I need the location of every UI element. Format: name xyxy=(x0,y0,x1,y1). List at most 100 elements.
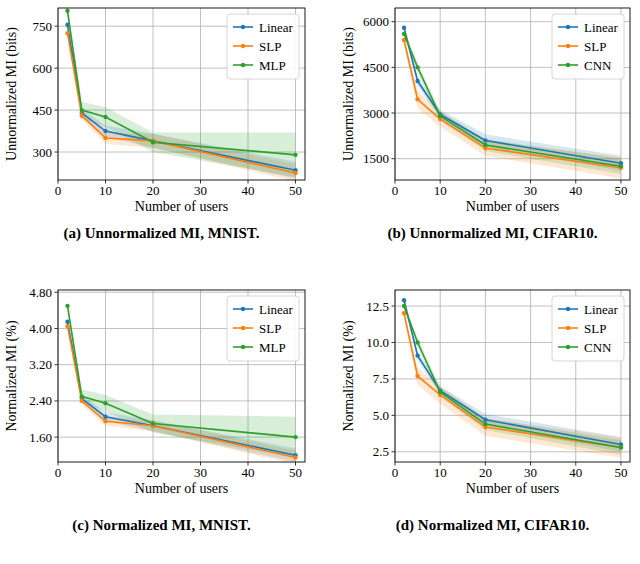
marker xyxy=(65,304,69,308)
tick-mark xyxy=(55,68,59,69)
frame xyxy=(395,290,630,462)
tick-label: 40 xyxy=(569,465,582,480)
marker xyxy=(619,445,623,449)
series-line xyxy=(404,313,621,447)
tick-label: 20 xyxy=(479,183,492,198)
marker xyxy=(438,390,442,394)
tick-label: 4500 xyxy=(363,60,389,75)
grid-line xyxy=(440,8,441,180)
marker xyxy=(80,399,84,403)
tick-mark xyxy=(55,26,59,27)
error-band xyxy=(404,25,621,171)
grid-line xyxy=(58,292,305,293)
plot-area xyxy=(65,8,297,180)
tick-label: 30 xyxy=(524,183,537,198)
tick-label: 30 xyxy=(194,183,207,198)
legend-box xyxy=(552,296,624,361)
y-axis-label: Unnormalized MI (bits) xyxy=(4,27,20,161)
marker xyxy=(415,79,419,83)
grid-line xyxy=(58,364,305,365)
tick-mark xyxy=(392,342,396,343)
frame xyxy=(58,290,305,462)
tick-label: 10.0 xyxy=(366,335,389,350)
caption: (c) Normalized MI, MNIST. xyxy=(72,517,251,534)
marker xyxy=(415,340,419,344)
frame xyxy=(58,8,305,180)
legend-marker xyxy=(566,326,570,330)
series-line xyxy=(68,11,296,155)
marker xyxy=(103,136,107,140)
marker xyxy=(151,421,155,425)
tick-mark xyxy=(392,451,396,452)
marker xyxy=(65,324,69,328)
tick-label: 30 xyxy=(194,465,207,480)
marker xyxy=(293,435,297,439)
tick-label: 50 xyxy=(289,183,302,198)
legend-marker xyxy=(241,326,245,330)
legend-marker xyxy=(566,44,570,48)
tick-mark xyxy=(392,158,396,159)
legend-label: SLP xyxy=(259,39,281,54)
grid-line xyxy=(153,290,154,462)
legend-label: Linear xyxy=(259,20,294,35)
tick-mark xyxy=(392,67,396,68)
legend-label: MLP xyxy=(259,340,286,355)
legend-label: Linear xyxy=(584,302,619,317)
tick-label: 20 xyxy=(147,465,160,480)
legend-marker xyxy=(241,63,245,67)
tick-label: 450 xyxy=(33,103,53,118)
legend-label: CNN xyxy=(584,340,612,355)
plot-area xyxy=(402,25,623,179)
marker xyxy=(415,353,419,357)
grid-line xyxy=(105,8,106,180)
marker xyxy=(65,31,69,35)
tick-label: 20 xyxy=(147,183,160,198)
error-band xyxy=(404,297,621,452)
tick-label: 1.60 xyxy=(29,430,52,445)
tick-label: 40 xyxy=(242,465,255,480)
marker xyxy=(103,115,107,119)
tick-label: 50 xyxy=(614,183,627,198)
tick-label: 750 xyxy=(33,19,53,34)
tick-label: 40 xyxy=(569,183,582,198)
tick-label: 12.5 xyxy=(366,299,389,314)
tick-label: 0 xyxy=(392,465,399,480)
tick-label: 600 xyxy=(33,61,53,76)
panel: 30045060075001020304050Number of usersUn… xyxy=(4,7,305,242)
legend-label: SLP xyxy=(584,321,606,336)
marker xyxy=(483,138,487,142)
marker xyxy=(619,164,623,168)
series-line xyxy=(68,306,296,437)
legend-marker xyxy=(241,44,245,48)
tick-label: 3.20 xyxy=(29,357,52,372)
legend-box xyxy=(227,14,299,79)
series-line xyxy=(68,25,296,170)
marker xyxy=(103,401,107,405)
marker xyxy=(619,445,623,449)
marker xyxy=(402,298,406,302)
marker xyxy=(483,143,487,147)
marker xyxy=(415,65,419,69)
marker xyxy=(65,9,69,13)
tick-mark xyxy=(392,415,396,416)
legend: LinearSLPCNN xyxy=(552,14,624,79)
caption: (a) Unnormalized MI, MNIST. xyxy=(64,225,260,242)
tick-label: 2.40 xyxy=(29,393,52,408)
tick-label: 40 xyxy=(242,183,255,198)
x-axis-label: Number of users xyxy=(466,199,559,214)
tick-mark xyxy=(55,437,59,438)
legend-box xyxy=(227,296,299,361)
tick-label: 20 xyxy=(479,465,492,480)
marker xyxy=(402,304,406,308)
grid-line xyxy=(153,8,154,180)
caption: (d) Normalized MI, CIFAR10. xyxy=(396,517,590,534)
tick-mark xyxy=(55,110,59,111)
legend-label: SLP xyxy=(259,321,281,336)
tick-label: 300 xyxy=(33,145,53,160)
x-axis-label: Number of users xyxy=(135,199,228,214)
tick-label: 7.5 xyxy=(373,371,389,386)
legend: Linear SLP CNN xyxy=(552,296,624,361)
grid-line xyxy=(485,290,486,462)
panel: 150030004500600001020304050Number of use… xyxy=(341,8,630,242)
tick-mark xyxy=(55,328,59,329)
